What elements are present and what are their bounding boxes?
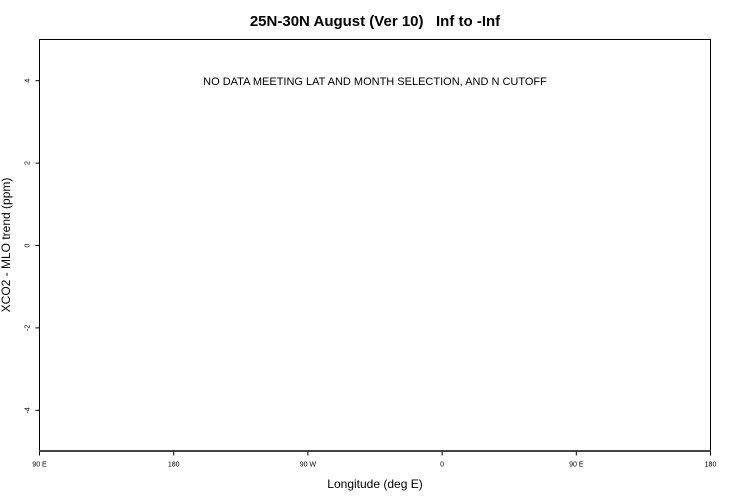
y-tick-label: -4 [25, 407, 32, 413]
x-tick-label: 90 E [569, 462, 584, 469]
chart-title: 25N-30N August (Ver 10) Inf to -Inf [250, 13, 501, 30]
x-axis-label: Longitude (deg E) [327, 477, 422, 491]
y-tick-label: 4 [25, 79, 32, 83]
x-tick-label: 90 E [32, 462, 47, 469]
y-axis-label: XCO2 - MLO trend (ppm) [0, 178, 13, 313]
y-axis: -4 -2 0 2 4 [25, 79, 40, 413]
x-tick-label: 90 W [300, 462, 317, 469]
no-data-annotation: NO DATA MEETING LAT AND MONTH SELECTION,… [203, 76, 547, 88]
x-tick-label: 180 [705, 462, 717, 469]
x-tick-label: 0 [440, 462, 444, 469]
y-tick-label: 2 [25, 161, 32, 165]
x-tick-label: 180 [168, 462, 180, 469]
y-tick-label: -2 [25, 325, 32, 331]
y-tick-label: 0 [25, 243, 32, 247]
plot-frame [39, 39, 711, 452]
x-axis: 90 E 180 90 W 0 90 E 180 [32, 451, 717, 469]
